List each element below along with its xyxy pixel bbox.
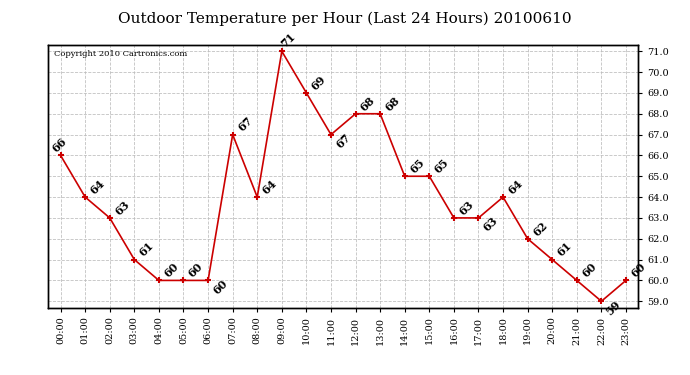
Text: 64: 64 bbox=[260, 178, 279, 196]
Text: 71: 71 bbox=[279, 30, 297, 49]
Text: 60: 60 bbox=[580, 261, 598, 280]
Text: 67: 67 bbox=[235, 115, 254, 134]
Text: 64: 64 bbox=[506, 178, 524, 196]
Text: Copyright 2010 Cartronics.com: Copyright 2010 Cartronics.com bbox=[55, 50, 188, 58]
Text: 62: 62 bbox=[531, 219, 549, 238]
Text: 59: 59 bbox=[604, 298, 623, 317]
Text: 66: 66 bbox=[50, 136, 68, 154]
Text: 65: 65 bbox=[408, 157, 426, 176]
Text: 68: 68 bbox=[383, 94, 402, 113]
Text: 65: 65 bbox=[432, 157, 451, 176]
Text: 60: 60 bbox=[629, 261, 647, 280]
Text: 63: 63 bbox=[481, 215, 500, 234]
Text: 63: 63 bbox=[457, 198, 475, 217]
Text: 69: 69 bbox=[309, 74, 328, 92]
Text: 60: 60 bbox=[161, 261, 180, 280]
Text: 67: 67 bbox=[334, 132, 353, 150]
Text: 68: 68 bbox=[358, 94, 377, 113]
Text: 64: 64 bbox=[88, 178, 107, 196]
Text: Outdoor Temperature per Hour (Last 24 Hours) 20100610: Outdoor Temperature per Hour (Last 24 Ho… bbox=[118, 11, 572, 26]
Text: 60: 60 bbox=[211, 278, 230, 296]
Text: 61: 61 bbox=[555, 240, 573, 259]
Text: 61: 61 bbox=[137, 240, 156, 259]
Text: 60: 60 bbox=[186, 261, 205, 280]
Text: 63: 63 bbox=[112, 198, 131, 217]
